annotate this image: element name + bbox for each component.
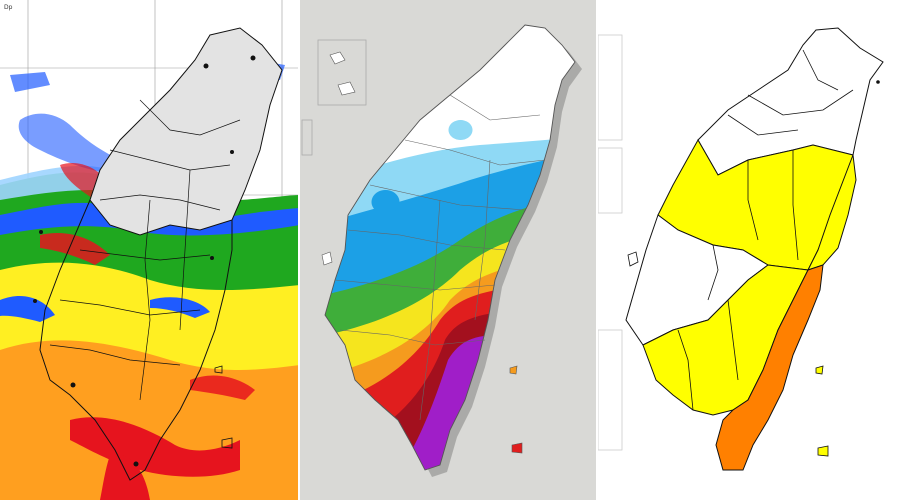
radar-taiwan-dry-area (89, 27, 283, 236)
rainfall-county-borders (334, 94, 546, 421)
rainfall-inset-islands (329, 51, 356, 96)
warning-inset-2 (598, 147, 623, 214)
radar-taiwan-outline (39, 199, 233, 481)
radar-county-borders (49, 99, 241, 401)
rainfall-taiwan-outline (324, 24, 576, 471)
warning-county-borders (677, 49, 854, 411)
warning-orchid-island (817, 445, 829, 457)
warning-islet (876, 80, 880, 84)
rainfall-orchid-island (511, 442, 523, 454)
radar-corner-text: Dp (4, 4, 13, 11)
warning-region-southeast-orange (715, 264, 824, 471)
warning-penghu (627, 251, 639, 267)
radar-echoes (0, 60, 300, 500)
rainfall-penghu (321, 251, 333, 266)
warning-green-island (815, 365, 824, 375)
separator-1 (298, 0, 300, 500)
radar-green-island (214, 365, 223, 374)
radar-map (0, 0, 300, 500)
radar-orchid-island (221, 437, 233, 449)
radar-panel: Dp (0, 0, 300, 500)
warning-panel (598, 0, 900, 500)
warning-map (598, 27, 884, 471)
rainfall-map (301, 24, 582, 477)
warning-inset-3 (598, 329, 623, 451)
separator-2 (596, 0, 598, 500)
rainfall-inset-edge (301, 119, 313, 156)
warning-inset-1 (598, 34, 623, 141)
rainfall-panel (300, 0, 598, 500)
radar-stations (33, 55, 256, 467)
rainfall-green-island (509, 365, 518, 375)
rainfall-inset-kinmen-matsu (317, 39, 367, 106)
